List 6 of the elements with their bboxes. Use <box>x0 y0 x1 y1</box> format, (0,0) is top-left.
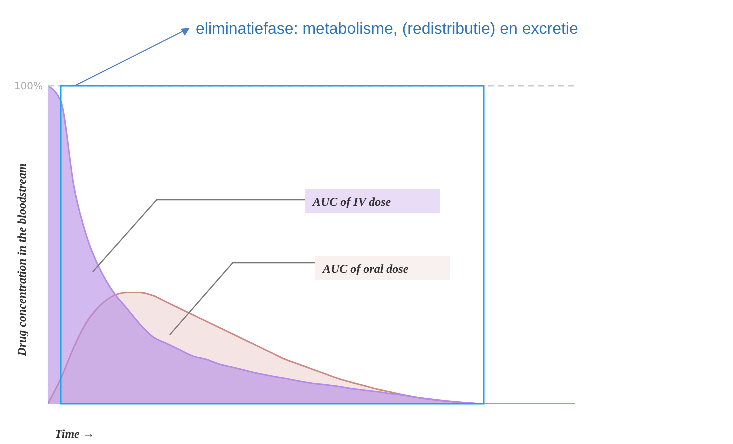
text: AUC of IV dose <box>312 195 392 209</box>
text: eliminatiefase: metabolisme, (redistributie) en excretie <box>196 21 578 38</box>
x-axis-title: Time → <box>55 427 95 441</box>
y-axis-title: Drug concentration in the bloodstream <box>15 164 29 358</box>
text: AUC of oral dose <box>322 262 410 276</box>
ref-line-label: 100% <box>14 82 43 93</box>
